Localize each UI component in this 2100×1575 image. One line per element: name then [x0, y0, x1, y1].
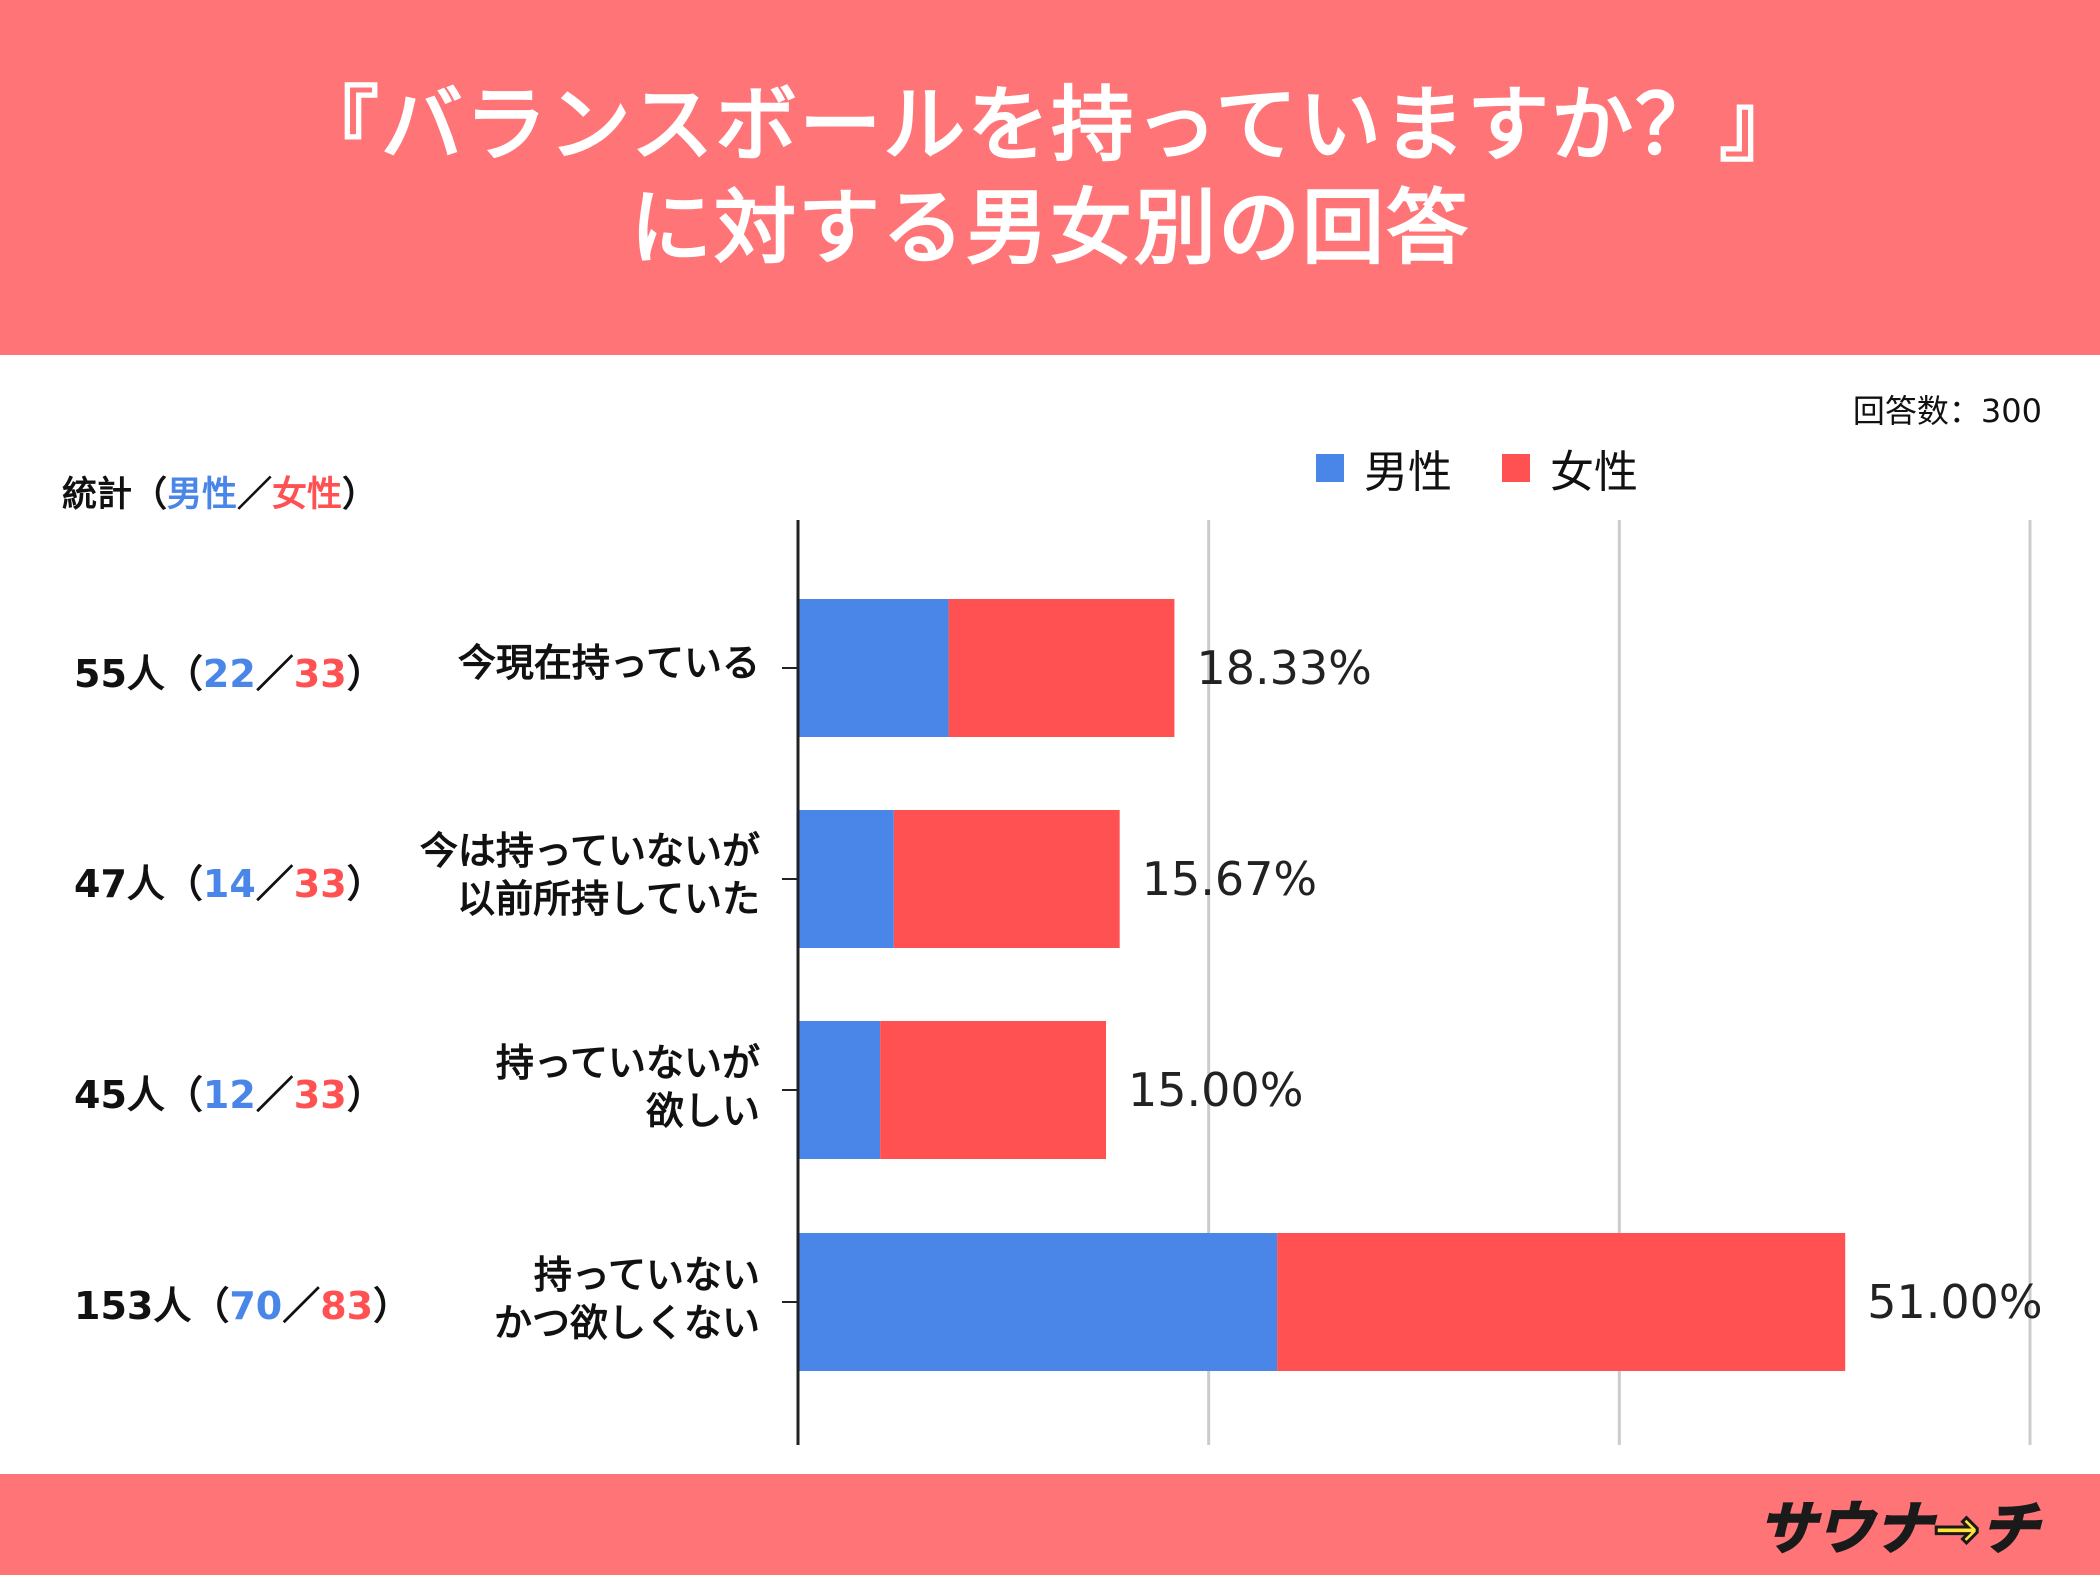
footer-banner: サウナ→チ: [0, 1474, 2100, 1575]
bar-female-3: [1277, 1233, 1846, 1371]
stat-label-1: 47人（14／33）: [74, 862, 385, 906]
bar-male-1: [798, 810, 894, 948]
category-label-1: 今は持っていないが 以前所持していた: [419, 829, 760, 921]
legend-swatch-male: [1316, 454, 1344, 482]
percent-label-1: 15.67%: [1142, 852, 1317, 906]
respondents-note: 回答数：300: [1852, 392, 2042, 430]
header-banner: 『バランスボールを持っていますか？』 に対する男女別の回答: [0, 0, 2100, 355]
category-label-2: 持っていないが 欲しい: [495, 1041, 760, 1133]
legend-item-male: 男性: [1316, 436, 1452, 500]
stat-label-3: 153人（70／83）: [74, 1284, 412, 1328]
legend-swatch-female: [1502, 454, 1530, 482]
stats-header: 統計（男性／女性）: [62, 475, 378, 515]
percent-label-0: 18.33%: [1196, 641, 1371, 695]
stat-label-2: 45人（12／33）: [74, 1073, 385, 1117]
bar-male-3: [798, 1233, 1278, 1371]
legend-label-male: 男性: [1364, 447, 1452, 498]
percent-label-2: 15.00%: [1128, 1063, 1303, 1117]
bar-male-2: [798, 1021, 881, 1159]
category-label-0: 今現在持っている: [457, 641, 760, 685]
bar-female-1: [893, 810, 1120, 948]
legend-label-female: 女性: [1550, 447, 1638, 498]
stat-label-0: 55人（22／33）: [74, 652, 385, 696]
legend: 男性 女性: [1316, 436, 1688, 500]
category-label-3: 持っていない かつ欲しくない: [493, 1253, 760, 1345]
chart-title-line2: に対する男女別の回答: [629, 180, 1470, 276]
legend-item-female: 女性: [1502, 436, 1638, 500]
bar-female-2: [880, 1021, 1106, 1159]
bar-male-0: [798, 599, 949, 737]
site-logo: サウナ→チ: [1758, 1496, 2040, 1564]
bar-female-0: [948, 599, 1175, 737]
chart-title-line1: 『バランスボールを持っていますか？』: [296, 78, 1804, 173]
percent-label-3: 51.00%: [1867, 1275, 2042, 1329]
